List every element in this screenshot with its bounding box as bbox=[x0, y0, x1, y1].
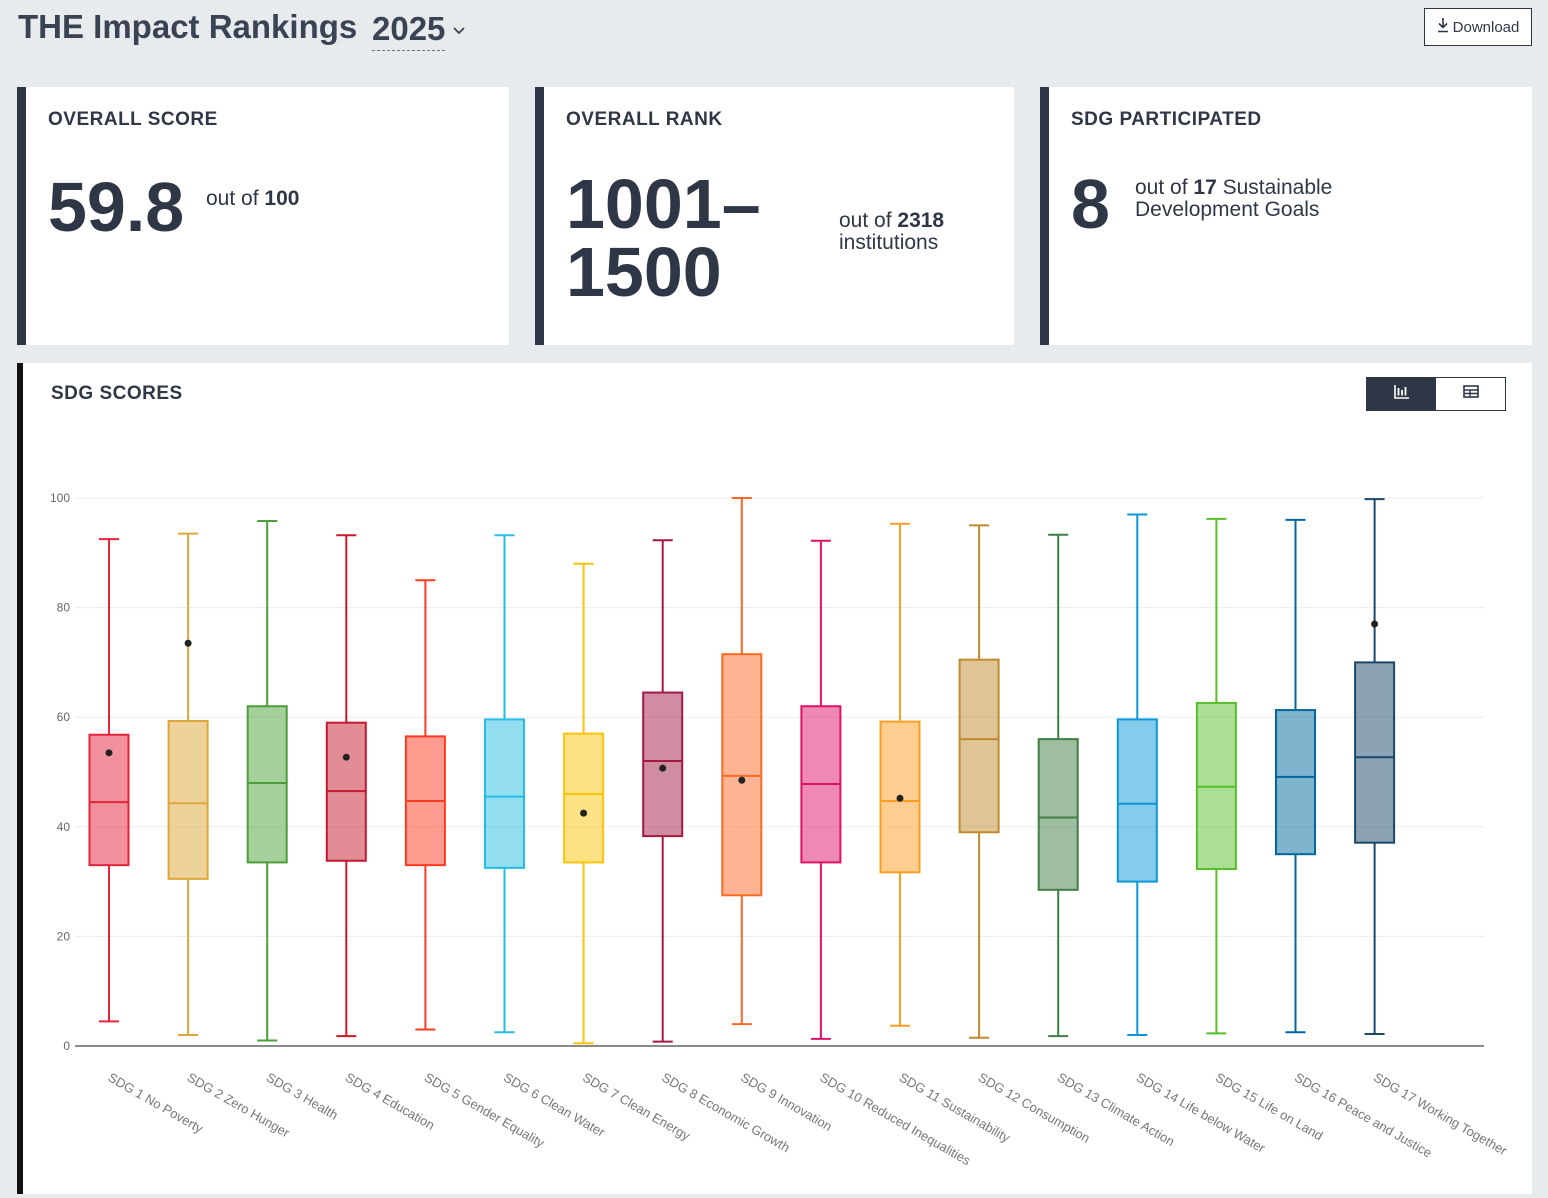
chevron-down-icon bbox=[453, 23, 466, 38]
institution-score-point bbox=[580, 809, 588, 817]
sdg-participated-value: 8 bbox=[1071, 165, 1110, 243]
institution-score-point bbox=[659, 764, 667, 772]
page-header: THE Impact Rankings 2025 Download bbox=[18, 4, 1532, 54]
x-tick-label: SDG 3 Health bbox=[264, 1070, 341, 1123]
sdg-scores-title: SDG SCORES bbox=[51, 383, 183, 404]
overall-rank-subtext: out of 2318 institutions bbox=[839, 209, 945, 255]
box-iqr bbox=[88, 733, 130, 867]
institution-score-point bbox=[1371, 620, 1379, 628]
overall-score-card: OVERALL SCORE 59.8 out of 100 bbox=[17, 87, 509, 345]
box-iqr bbox=[958, 658, 1000, 834]
chart-view-icon bbox=[1393, 384, 1410, 404]
download-icon bbox=[1437, 17, 1453, 37]
sdg-participated-label: SDG PARTICIPATED bbox=[1071, 109, 1262, 130]
box-iqr bbox=[1354, 661, 1396, 844]
x-tick-label: SDG 10 Reduced Inequalities bbox=[817, 1070, 973, 1169]
overall-rank-card: OVERALL RANK 1001– 1500 out of 2318 inst… bbox=[535, 87, 1014, 345]
box-iqr bbox=[721, 653, 763, 897]
score-prefix: out of bbox=[206, 187, 259, 210]
sdg-suffix-line2: Development Goals bbox=[1135, 198, 1320, 222]
overall-rank-label: OVERALL RANK bbox=[566, 109, 723, 130]
rank-suffix: institutions bbox=[839, 231, 939, 255]
rank-prefix: out of bbox=[839, 209, 892, 232]
y-tick-label: 100 bbox=[50, 491, 70, 505]
box-iqr bbox=[1037, 738, 1079, 891]
box-iqr bbox=[1275, 709, 1316, 856]
year-dropdown[interactable]: 2025 bbox=[372, 10, 466, 51]
box-iqr bbox=[246, 705, 288, 864]
y-tick-label: 80 bbox=[57, 601, 71, 615]
institution-score-point bbox=[342, 753, 350, 761]
sdg-participated-subtext: out of 17 Sustainable Development Goals bbox=[1135, 176, 1333, 222]
y-tick-label: 20 bbox=[57, 929, 71, 943]
box-iqr bbox=[642, 691, 684, 838]
sdg-prefix: out of bbox=[1135, 176, 1188, 199]
rank-value-line2: 1500 bbox=[566, 233, 722, 311]
institution-score-point bbox=[738, 776, 746, 784]
x-tick-label: SDG 8 Economic Growth bbox=[659, 1070, 792, 1156]
table-view-button[interactable] bbox=[1436, 378, 1505, 410]
x-tick-label: SDG 14 Life below Water bbox=[1134, 1070, 1269, 1156]
box-iqr bbox=[563, 732, 605, 864]
chart-view-button[interactable] bbox=[1367, 378, 1436, 410]
download-label: Download bbox=[1452, 18, 1520, 36]
sdg-suffix-line1: Sustainable bbox=[1222, 176, 1333, 199]
x-tick-label: SDG 17 Working Together bbox=[1371, 1070, 1510, 1159]
sdg-participated-card: SDG PARTICIPATED 8 out of 17 Sustainable… bbox=[1040, 87, 1532, 345]
score-max: 100 bbox=[264, 187, 300, 210]
year-value: 2025 bbox=[372, 10, 446, 51]
rank-value-line1: 1001– bbox=[566, 165, 761, 243]
y-tick-label: 40 bbox=[57, 820, 71, 834]
overall-score-subtext: out of 100 bbox=[206, 187, 300, 210]
institution-score-point bbox=[896, 794, 904, 802]
y-tick-label: 0 bbox=[63, 1039, 70, 1053]
rank-total: 2318 bbox=[897, 209, 945, 232]
institution-score-point bbox=[184, 639, 192, 647]
sdg-total: 17 bbox=[1193, 176, 1217, 199]
sdg-scores-panel: SDG SCORES 0 20 40 60 80 100 SDG 1 No Poverty S… bbox=[17, 363, 1532, 1194]
box-iqr bbox=[1116, 718, 1158, 883]
overall-score-label: OVERALL SCORE bbox=[48, 109, 218, 130]
table-view-icon bbox=[1462, 385, 1479, 403]
overall-score-value: 59.8 bbox=[48, 168, 185, 246]
box-iqr bbox=[484, 718, 525, 869]
overall-rank-value: 1001– 1500 bbox=[566, 169, 761, 307]
view-toggle bbox=[1366, 377, 1506, 411]
page-title: THE Impact Rankings bbox=[18, 8, 358, 45]
x-tick-label: SDG 16 Peace and Justice bbox=[1292, 1070, 1435, 1161]
box-iqr bbox=[167, 720, 209, 880]
y-tick-label: 60 bbox=[57, 710, 71, 724]
institution-score-point bbox=[105, 749, 113, 757]
download-button[interactable]: Download bbox=[1424, 8, 1532, 46]
